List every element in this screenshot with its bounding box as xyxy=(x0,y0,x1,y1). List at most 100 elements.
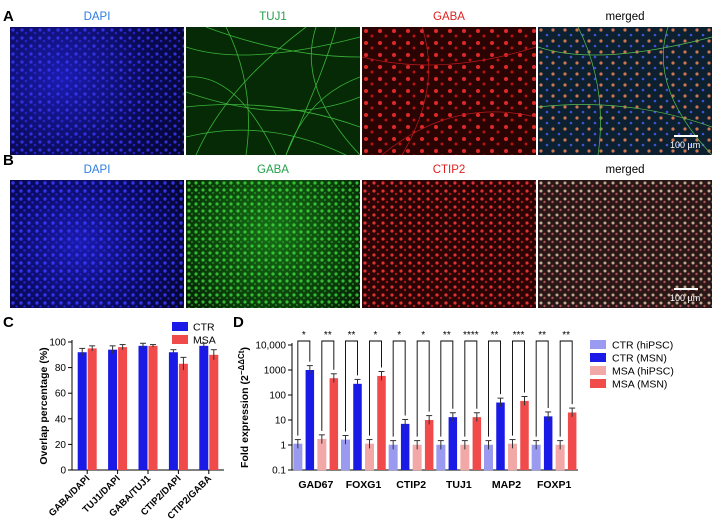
y-tick-label: 10,000 xyxy=(255,341,286,352)
bar-ctr xyxy=(199,345,209,470)
bar-msa xyxy=(118,347,128,470)
significance-bracket xyxy=(559,340,573,437)
panel-letter-b: B xyxy=(3,152,14,169)
significance-bracket xyxy=(440,340,454,437)
dapi-nuclei-pattern-b xyxy=(10,180,184,308)
y-tick-label: 0 xyxy=(60,466,66,477)
row-b-label-dapi: DAPI xyxy=(83,164,111,176)
x-tick-label: FOXG1 xyxy=(346,479,382,491)
micrograph-b-gaba xyxy=(186,180,360,308)
row-b-label-merged: merged xyxy=(605,164,645,176)
bar-msa-msn- xyxy=(567,412,577,470)
significance-label: ** xyxy=(348,330,356,341)
y-axis-title-end: ) xyxy=(239,347,251,351)
bar-ctr xyxy=(108,349,118,470)
significance-bracket xyxy=(488,340,501,437)
bar-msa-msn- xyxy=(329,378,339,470)
row-a-label-tuj1: TUJ1 xyxy=(259,11,287,23)
y-tick-label: 100 xyxy=(49,338,66,349)
y-tick-label: 40 xyxy=(55,414,67,425)
legend-label: CTR (MSN) xyxy=(612,353,667,365)
x-tick-label: TUJ1 xyxy=(446,479,472,491)
y-tick-label: 10 xyxy=(275,416,287,427)
legend-swatch xyxy=(590,340,606,349)
row-b-label-ctip2: CTIP2 xyxy=(432,164,466,176)
chart-d-fold-expression: 0.1 1 10 100 1000 10,000 Fold expression (2−ΔΔ… xyxy=(237,330,674,491)
merged-b-pattern xyxy=(538,180,712,308)
row-a-label-dapi: DAPI xyxy=(83,11,111,23)
significance-bracket xyxy=(369,340,382,436)
legend-label: CTR (hiPSC) xyxy=(612,340,673,352)
legend-swatch xyxy=(590,366,606,375)
y-tick-label: 80 xyxy=(55,363,67,374)
legend-swatch xyxy=(590,379,606,388)
significance-bracket xyxy=(416,340,430,437)
legend-label: MSA (hiPSC) xyxy=(612,366,674,378)
panel-letter-d: D xyxy=(233,314,244,331)
x-tick-label: MAP2 xyxy=(492,479,521,491)
micrograph-a-merged: 100 µm xyxy=(538,27,712,155)
significance-bracket xyxy=(321,340,335,431)
legend-swatch-ctr xyxy=(172,322,188,331)
micrograph-b-dapi xyxy=(10,180,184,308)
bar-ctr xyxy=(138,345,148,470)
significance-label: * xyxy=(374,330,378,341)
row-b-label-gaba: GABA xyxy=(257,164,289,176)
micrograph-b-ctip2 xyxy=(362,180,536,308)
bar-msa-msn- xyxy=(377,375,386,470)
legend-label-ctr: CTR xyxy=(193,322,215,334)
significance-label: ** xyxy=(324,330,332,341)
bar-ctr-hipsc- xyxy=(341,439,350,471)
significance-bracket xyxy=(512,340,525,436)
merged-a-pattern xyxy=(538,27,712,155)
significance-label: * xyxy=(421,330,425,341)
y-tick-label: 60 xyxy=(55,389,67,400)
significance-label: **** xyxy=(463,330,479,341)
scale-bar-a xyxy=(674,135,698,137)
significance-bracket xyxy=(345,340,358,432)
panel-letter-a: A xyxy=(3,8,14,25)
gaba-cell-pattern xyxy=(362,27,536,155)
significance-bracket xyxy=(392,340,406,437)
bar-ctr-msn- xyxy=(496,402,505,470)
bar-msa-msn- xyxy=(424,420,434,470)
bar-msa xyxy=(209,354,219,470)
row-a-label-gaba: GABA xyxy=(433,11,465,23)
micrograph-a-tuj1 xyxy=(186,27,360,155)
scale-label-b: 100 µm xyxy=(670,293,701,303)
legend-swatch xyxy=(590,353,606,362)
bar-ctr xyxy=(168,352,178,470)
bar-ctr-msn- xyxy=(448,417,458,470)
y-tick-label: 100 xyxy=(269,391,286,402)
scale-bar-b xyxy=(674,288,698,290)
micrograph-a-gaba xyxy=(362,27,536,155)
significance-label: ** xyxy=(443,330,451,341)
scale-label-a: 100 µm xyxy=(670,140,701,150)
significance-label: *** xyxy=(513,330,525,341)
bar-msa xyxy=(178,363,188,470)
bar-msa-msn- xyxy=(472,417,482,470)
tuj1-neurite-pattern xyxy=(186,27,360,155)
y-axis-title-main: Fold expression (2 xyxy=(239,375,251,468)
y-tick-label: 1000 xyxy=(264,366,287,377)
x-tick-label: CTIP2 xyxy=(396,479,426,491)
micrograph-b-merged: 100 µm xyxy=(538,180,712,308)
dapi-nuclei-pattern xyxy=(10,27,184,155)
row-a-label-merged: merged xyxy=(605,11,645,23)
significance-bracket xyxy=(535,340,549,437)
bar-msa xyxy=(148,345,158,470)
legend-swatch-msa xyxy=(172,335,188,344)
x-tick-label: GAD67 xyxy=(298,479,333,491)
y-tick-label: 20 xyxy=(55,440,67,451)
legend-label-msa: MSA xyxy=(193,335,216,347)
bar-msa-hipsc- xyxy=(317,438,327,471)
x-tick-label: FOXP1 xyxy=(537,479,572,491)
y-axis-title: Fold expression (2−ΔΔCt) xyxy=(237,347,251,468)
significance-label: * xyxy=(397,330,401,341)
bar-ctr-msn- xyxy=(400,423,410,470)
significance-label: ** xyxy=(491,330,499,341)
y-tick-label: 1 xyxy=(280,441,286,452)
gaba-cell-pattern-b xyxy=(186,180,360,308)
y-axis-title-sup: −ΔΔCt xyxy=(237,350,246,375)
